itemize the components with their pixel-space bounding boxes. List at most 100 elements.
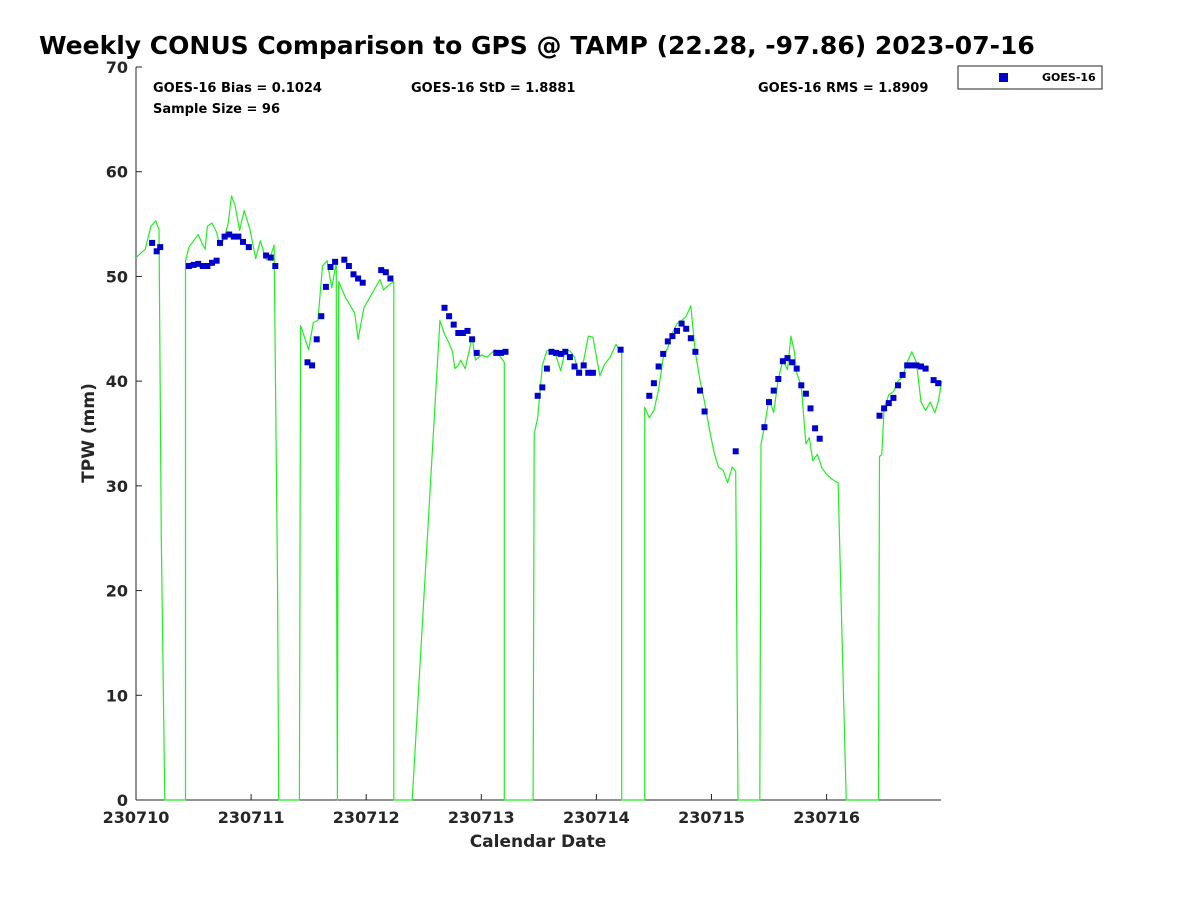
goes16-point: [318, 313, 325, 320]
goes16-point: [387, 275, 394, 282]
goes16-point: [313, 336, 320, 343]
legend-label: GOES-16: [1042, 71, 1096, 84]
goes16-point: [802, 390, 809, 397]
goes16-point: [775, 376, 782, 382]
goes16-point: [473, 349, 480, 356]
goes16-point: [359, 279, 366, 286]
goes16-point: [701, 408, 708, 415]
goes16-point: [322, 283, 329, 290]
goes16-point: [263, 252, 270, 259]
goes16-point: [904, 362, 911, 369]
goes16-point: [195, 260, 202, 267]
goes16-point: [687, 335, 694, 342]
goes16-point: [766, 399, 772, 406]
goes16-point: [770, 387, 777, 394]
goes16-point: [267, 254, 274, 261]
y-ticks: 0 10 20 30 40 50 60 70: [106, 58, 142, 810]
goes16-point: [779, 358, 786, 365]
goes16-point: [199, 263, 206, 269]
goes16-point: [930, 377, 937, 384]
goes16-point: [345, 263, 352, 269]
goes16-point: [543, 365, 550, 372]
gps-tpw-line: [135, 195, 943, 801]
goes16-point: [230, 233, 237, 240]
y-tick-label: 60: [106, 163, 128, 182]
goes16-point: [240, 238, 246, 245]
y-tick-label: 10: [106, 686, 128, 705]
goes16-point: [881, 405, 888, 412]
goes16-point: [235, 233, 242, 240]
goes16-point: [683, 325, 690, 332]
goes16-point: [908, 362, 915, 369]
goes16-point: [697, 387, 703, 394]
goes16-point: [539, 384, 546, 391]
chart-title: Weekly CONUS Comparison to GPS @ TAMP (2…: [39, 31, 1035, 60]
goes16-point: [502, 348, 509, 355]
goes16-point: [585, 369, 592, 376]
goes16-point: [669, 333, 676, 340]
x-tick-label: 230715: [678, 808, 745, 827]
plot-area: [135, 195, 943, 801]
x-tick-label: 230714: [563, 808, 630, 827]
goes16-point: [332, 258, 339, 265]
goes16-point: [816, 435, 823, 442]
goes16-point: [378, 267, 385, 274]
goes16-point: [913, 362, 920, 369]
y-tick-label: 0: [117, 791, 128, 810]
x-tick-label: 230712: [333, 808, 400, 827]
goes16-point: [798, 382, 805, 389]
x-axis-label: Calendar Date: [470, 832, 607, 852]
goes16-point: [807, 405, 814, 412]
goes16-point: [674, 327, 680, 334]
goes16-point: [446, 313, 453, 320]
goes16-point: [793, 365, 800, 372]
legend-box: [957, 65, 1103, 90]
goes16-point: [217, 239, 223, 246]
goes16-point: [355, 275, 362, 282]
goes16-point: [899, 371, 906, 378]
goes16-point: [895, 382, 901, 389]
goes16-point: [562, 348, 569, 355]
goes16-point: [650, 380, 657, 387]
goes16-point: [450, 321, 457, 328]
goes16-point: [245, 244, 252, 251]
goes16-point: [678, 320, 685, 327]
goes16-point: [576, 369, 583, 376]
goes16-point: [309, 362, 316, 369]
goes16-point: [153, 248, 160, 255]
goes16-point: [566, 354, 573, 361]
goes16-point: [646, 392, 653, 399]
goes16-point: [350, 271, 357, 278]
goes16-point: [571, 363, 578, 370]
goes16-point: [149, 239, 156, 246]
goes16-point: [185, 263, 192, 269]
goes16-point: [213, 257, 220, 264]
goes16-point: [918, 363, 924, 370]
goes16-point: [890, 394, 897, 401]
goes16-point: [464, 327, 471, 334]
goes16-point: [922, 365, 929, 372]
rms-stat: GOES-16 RMS = 1.8909: [758, 81, 928, 96]
goes16-point: [935, 380, 942, 387]
y-tick-label: 40: [106, 372, 128, 391]
goes16-point: [157, 244, 164, 251]
std-stat: GOES-16 StD = 1.8881: [411, 81, 575, 96]
goes16-point: [493, 349, 500, 356]
goes16-point: [455, 330, 462, 336]
goes16-point: [664, 338, 671, 345]
y-tick-label: 70: [106, 58, 128, 77]
goes16-point: [226, 231, 233, 238]
x-tick-label: 230710: [103, 808, 170, 827]
x-tick-label: 230711: [218, 808, 285, 827]
legend: GOES-16: [957, 65, 1103, 90]
goes16-point: [497, 349, 504, 356]
goes16-point: [548, 348, 555, 355]
goes16-point: [692, 348, 699, 355]
goes16-point: [459, 330, 466, 336]
goes16-point: [553, 349, 560, 356]
goes16-point: [876, 412, 883, 419]
goes16-point: [557, 350, 564, 357]
y-tick-label: 50: [106, 267, 128, 286]
goes16-point: [655, 363, 662, 370]
bias-stat: GOES-16 Bias = 0.1024: [153, 81, 322, 96]
